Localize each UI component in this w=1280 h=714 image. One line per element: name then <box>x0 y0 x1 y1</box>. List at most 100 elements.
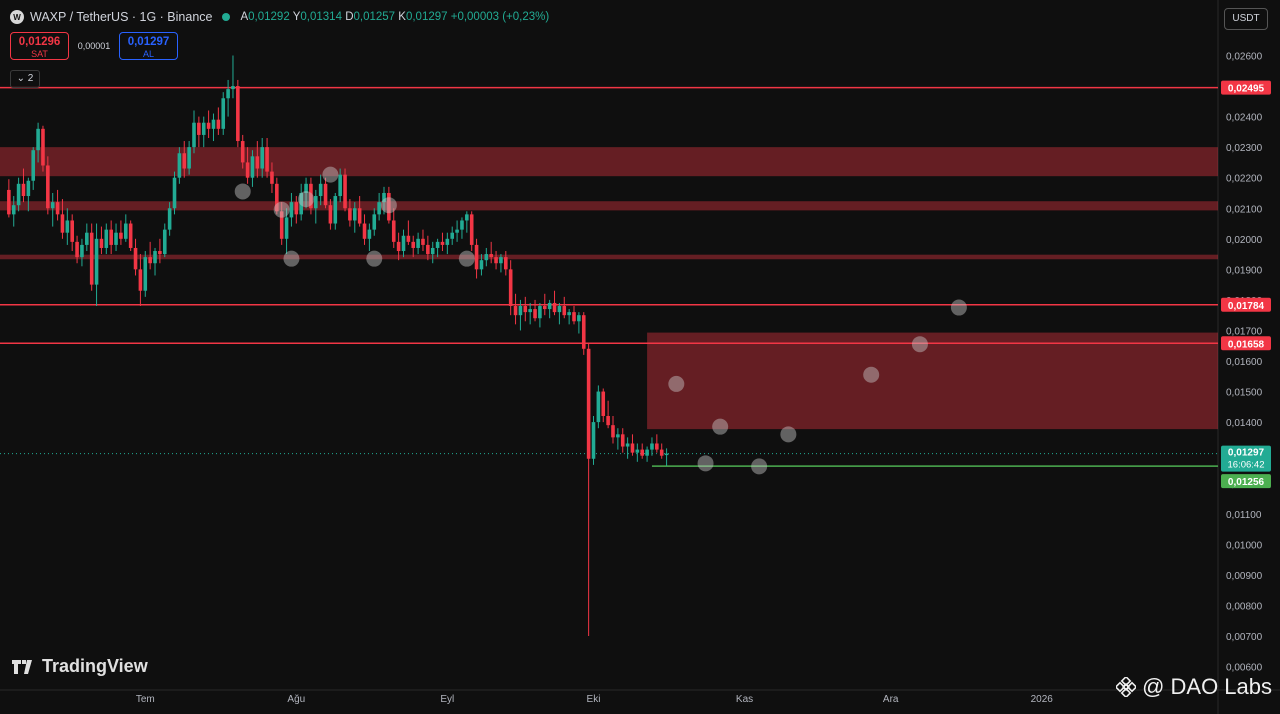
touch-marker <box>366 250 383 267</box>
tradingview-icon <box>12 659 32 674</box>
candle-body <box>226 89 230 99</box>
candle-body <box>231 86 235 90</box>
candle-body <box>581 315 586 349</box>
candle-body <box>572 312 576 322</box>
high-value: 0,01314 <box>300 11 342 23</box>
candle-body <box>182 153 187 169</box>
candle-body <box>265 147 269 172</box>
candle-body <box>70 220 74 242</box>
touch-marker <box>950 299 967 316</box>
watermark-text: @ DAO Labs <box>1142 674 1272 699</box>
candle-body <box>401 235 406 252</box>
candle-body <box>635 449 640 453</box>
candle-body <box>80 244 84 258</box>
candle-body <box>455 229 459 233</box>
candle-body <box>504 257 508 270</box>
candle-body <box>275 183 279 212</box>
time-tick-label: 2026 <box>1031 694 1054 705</box>
candle-body <box>494 257 498 264</box>
chevron-down-icon: ⌄ <box>16 73 26 84</box>
price-lines[interactable] <box>0 86 1218 467</box>
candle-body <box>499 257 503 264</box>
time-tick-label: Eki <box>587 694 601 705</box>
candle-body <box>187 147 191 169</box>
candle-body <box>469 214 474 245</box>
candle-body <box>611 425 615 438</box>
price-line-value: 0,02495 <box>1228 84 1265 95</box>
sell-button[interactable]: 0,01296 SAT <box>10 32 69 60</box>
candle-body <box>304 183 308 193</box>
candle-body <box>328 205 333 224</box>
candle-body <box>382 192 386 203</box>
candle-body <box>318 183 323 197</box>
symbol-title[interactable]: WAXP / TetherUS · 1G · Binance <box>30 10 213 24</box>
candle-body <box>445 238 450 245</box>
candle-body <box>377 202 381 215</box>
candle-body <box>162 229 167 255</box>
candle-body <box>645 449 649 456</box>
support-value: 0,01256 <box>1228 477 1265 488</box>
resistance-zone <box>0 201 1218 211</box>
candle-body <box>313 196 318 209</box>
candle-body <box>153 251 157 264</box>
indicators-collapse-button[interactable]: ⌄ 2 <box>10 70 40 88</box>
time-tick-label: Ara <box>883 694 899 705</box>
candle-body <box>279 211 284 239</box>
candle-body <box>518 306 523 316</box>
touch-marker <box>780 426 797 443</box>
candle-body <box>299 192 303 215</box>
candle-body <box>172 177 177 209</box>
candle-body <box>99 238 104 248</box>
candle-body <box>177 153 182 178</box>
price-line-value: 0,01658 <box>1228 339 1265 350</box>
candle-body <box>201 122 206 135</box>
candle-body <box>221 98 226 129</box>
candle-body <box>640 449 645 456</box>
candle-body <box>36 128 40 151</box>
logo-text: TradingView <box>42 656 148 676</box>
candle-body <box>211 119 216 129</box>
candle-body <box>542 306 547 310</box>
open-value: 0,01292 <box>248 11 290 23</box>
candle-body <box>513 306 518 316</box>
candle-body <box>50 202 55 209</box>
candle-body <box>109 229 113 245</box>
chart-header: W WAXP / TetherUS · 1G · Binance A0,0129… <box>10 10 549 24</box>
candle-body <box>46 165 50 209</box>
price-tick-label: 0,02300 <box>1226 143 1263 154</box>
price-tick-label: 0,00600 <box>1226 663 1263 674</box>
support-badge <box>1221 474 1271 489</box>
candle-body <box>508 269 513 307</box>
market-open-icon <box>222 13 231 21</box>
price-tick-label: 0,00800 <box>1226 601 1263 612</box>
touch-marker <box>751 458 768 475</box>
candle-body <box>26 180 31 197</box>
candle-body <box>416 238 420 248</box>
candle-body <box>460 220 464 230</box>
price-axis[interactable]: 0,026000,025000,024000,023000,022000,021… <box>1226 52 1263 674</box>
touch-marker <box>273 201 290 218</box>
watermark: @ DAO Labs <box>1116 674 1272 700</box>
time-tick-label: Ağu <box>287 694 305 705</box>
candle-body <box>21 183 26 197</box>
last-price-badge <box>1221 445 1271 472</box>
price-line-badge <box>1221 336 1271 351</box>
resistance-zone <box>647 332 1218 430</box>
buy-button[interactable]: 0,01297 AL <box>119 32 178 60</box>
candle-body <box>387 192 391 221</box>
candle-body <box>440 241 445 245</box>
candle-body <box>465 214 469 221</box>
tradingview-logo[interactable]: TradingView <box>12 656 148 677</box>
open-label: A <box>240 11 249 23</box>
candle-body <box>523 306 528 313</box>
candle-body <box>567 312 571 316</box>
currency-selector[interactable]: USDT <box>1224 8 1268 30</box>
candle-body <box>620 434 625 447</box>
candle-body <box>426 244 430 255</box>
candle-body <box>606 415 610 426</box>
indicators-count: 2 <box>27 73 34 84</box>
candle-body <box>557 306 562 313</box>
time-axis[interactable]: Tem Ağu Eyl Eki Kas Ara 2026 <box>136 694 1053 705</box>
candle-body <box>552 302 557 313</box>
